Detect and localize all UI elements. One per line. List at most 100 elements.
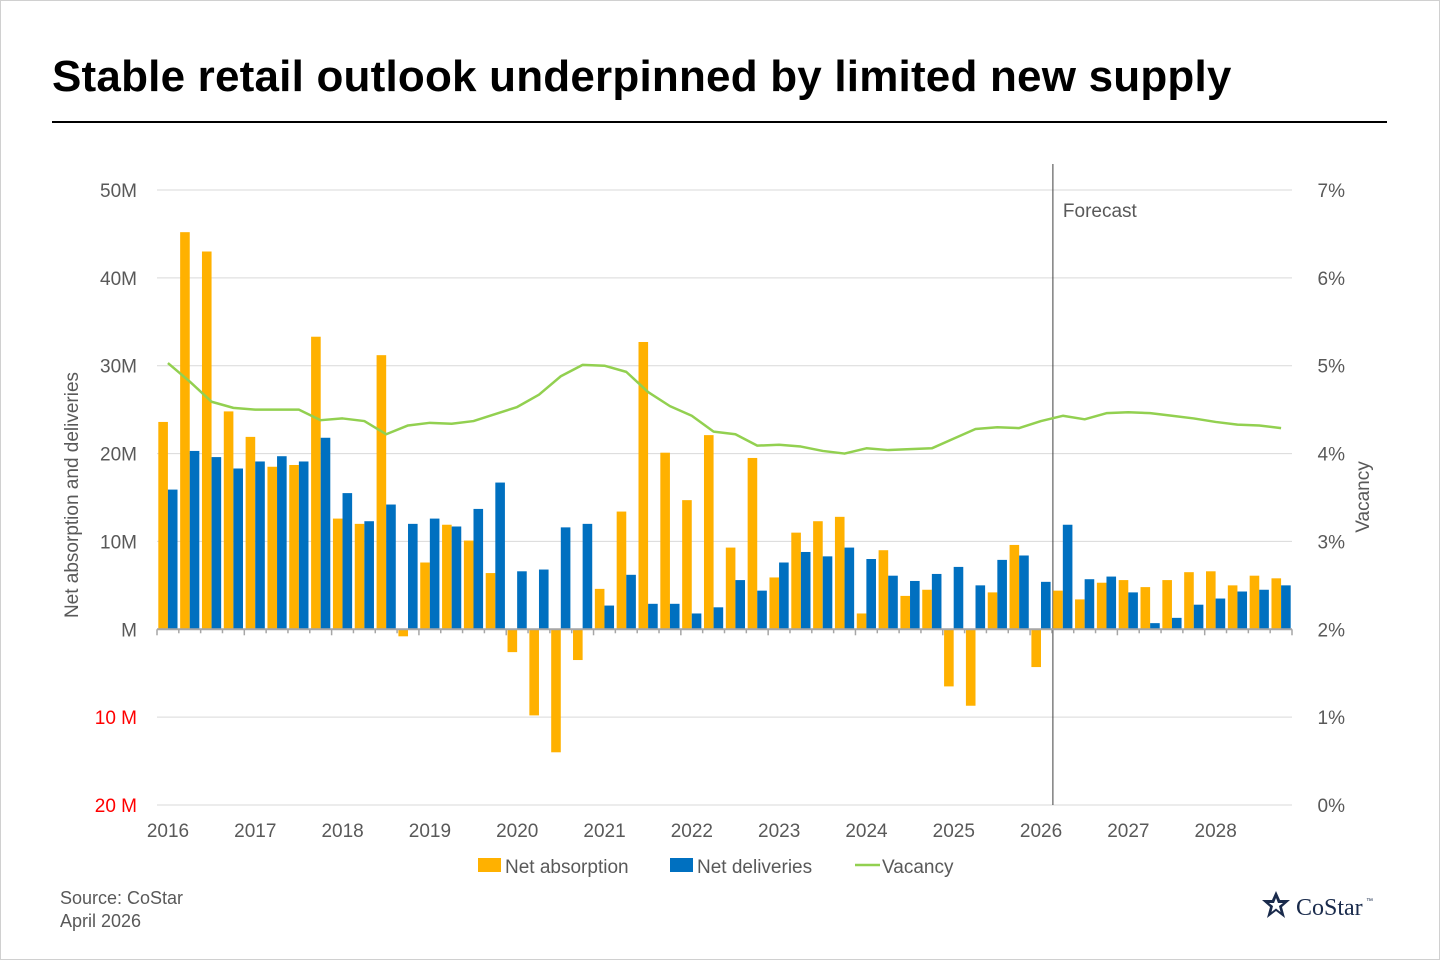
costar-logo-text: CoStar (1296, 895, 1363, 921)
x-axis-year-label: 2019 (409, 821, 451, 842)
x-axis-year-label: 2017 (234, 821, 276, 842)
deliveries-bar (298, 461, 309, 630)
x-axis-year-label: 2027 (1107, 821, 1149, 842)
legend-swatch (478, 858, 501, 872)
deliveries-bar (648, 603, 658, 630)
absorption-bar (747, 457, 758, 630)
deliveries-bar (713, 607, 724, 630)
x-axis-year-label: 2021 (583, 821, 625, 842)
legend: Net absorption Net deliveries Vacancy (478, 857, 954, 878)
right-axis-tick-label: 5% (1318, 357, 1346, 378)
right-axis-tick-label: 4% (1318, 445, 1346, 466)
deliveries-bar (866, 559, 876, 630)
x-axis-year-label: 2020 (496, 821, 538, 842)
source-line: Source: CoStar (60, 888, 184, 908)
absorption-bar (987, 592, 998, 630)
absorption-bar (922, 589, 932, 630)
deliveries-bar (560, 527, 571, 630)
left-axis-tick-label: 30M (100, 357, 137, 378)
right-axis-tick-label: 1% (1318, 708, 1346, 729)
absorption-bar (1162, 580, 1172, 630)
absorption-bar (311, 336, 321, 630)
deliveries-bar (1128, 592, 1138, 630)
deliveries-bar (669, 603, 680, 630)
absorption-bar (398, 629, 409, 637)
x-axis-year-label: 2024 (845, 821, 888, 842)
deliveries-bar (364, 521, 374, 630)
left-axis-tick-label: 50M (100, 181, 137, 202)
deliveries-bar (626, 574, 636, 630)
absorption-bar (1009, 544, 1020, 630)
right-axis-tick-label: 0% (1318, 796, 1346, 817)
absorption-bar (1184, 572, 1194, 630)
deliveries-bar (408, 523, 418, 630)
absorption-bar (245, 436, 256, 630)
absorption-bar (223, 411, 234, 630)
deliveries-bar (1259, 589, 1269, 630)
absorption-bar (725, 547, 736, 630)
absorption-bar (856, 613, 867, 630)
deliveries-bar (997, 559, 1007, 630)
deliveries-bar (277, 456, 287, 630)
absorption-bar (1227, 585, 1238, 630)
absorption-bar (834, 516, 845, 630)
absorption-bar (463, 540, 474, 630)
deliveries-bar (910, 580, 920, 630)
absorption-bar (289, 464, 299, 630)
left-axis-tick-label: 20 M (95, 796, 137, 817)
deliveries-bar (1237, 591, 1248, 630)
deliveries-bar (691, 613, 702, 630)
x-axis-year-label: 2018 (321, 821, 363, 842)
left-axis-tick-label: 10 M (95, 708, 137, 729)
absorption-bar (1053, 590, 1063, 630)
x-axis-year-label: 2022 (671, 821, 713, 842)
deliveries-bar (1084, 579, 1095, 630)
absorption-bar (551, 629, 561, 753)
x-axis-year-label: 2023 (758, 821, 800, 842)
absorption-bar (791, 532, 801, 630)
right-axis-tick-label: 6% (1318, 269, 1346, 290)
deliveries-bar (822, 556, 833, 630)
deliveries-bar (233, 468, 243, 630)
deliveries-bar (1171, 617, 1182, 630)
absorption-bar (376, 355, 387, 630)
deliveries-bar (582, 523, 593, 630)
right-axis-tick-label: 3% (1318, 532, 1346, 553)
absorption-bar (573, 629, 583, 661)
deliveries-bar (1106, 576, 1117, 630)
absorption-bar (1206, 571, 1216, 630)
deliveries-bar (1040, 581, 1051, 630)
deliveries-bar (844, 547, 855, 630)
deliveries-bar (429, 518, 440, 630)
absorption-bar (180, 232, 190, 630)
absorption-bar (965, 629, 976, 706)
absorption-bar (1271, 578, 1282, 630)
deliveries-bar (320, 437, 331, 630)
deliveries-bar (342, 493, 353, 630)
deliveries-bar (779, 562, 789, 630)
deliveries-bar (1062, 524, 1073, 630)
deliveries-bar (1019, 555, 1029, 630)
x-axis-year-label: 2026 (1020, 821, 1062, 842)
deliveries-bar (931, 573, 942, 630)
absorption-bar (1075, 599, 1085, 630)
absorption-bar (420, 562, 430, 630)
absorption-bar (442, 524, 452, 630)
source-date: April 2026 (60, 911, 142, 931)
chart-title: Stable retail outlook underpinned by lim… (52, 52, 1232, 101)
costar-star-icon (1262, 891, 1290, 918)
absorption-bar (660, 452, 670, 630)
absorption-bar (1031, 629, 1041, 668)
absorption-bar (813, 521, 823, 630)
absorption-bar (158, 421, 168, 630)
absorption-bar (267, 466, 278, 630)
absorption-bar (529, 629, 539, 716)
absorption-bar (769, 577, 780, 630)
right-axis-tick-label: 7% (1318, 181, 1346, 202)
deliveries-bar (386, 504, 396, 630)
costar-trademark: ™ (1366, 898, 1373, 905)
deliveries-bar (1193, 604, 1204, 630)
absorption-bar (1096, 582, 1107, 630)
legend-label: Net absorption (505, 857, 629, 878)
